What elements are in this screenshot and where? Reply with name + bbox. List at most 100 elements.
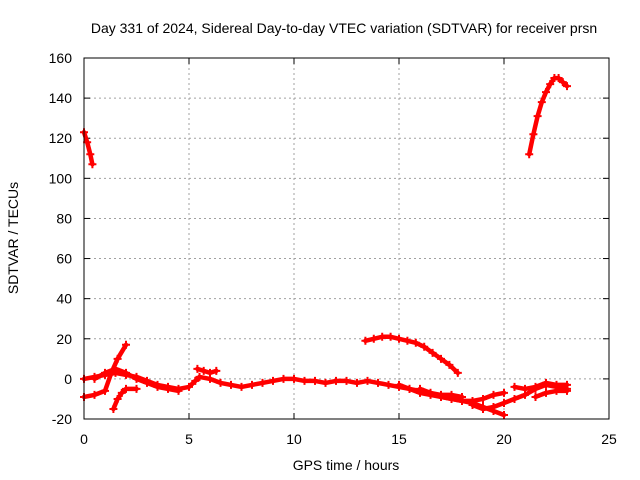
data-point (113, 354, 122, 363)
data-point (90, 374, 99, 383)
y-tick-label: 100 (49, 170, 73, 186)
data-point (111, 364, 120, 373)
y-tick-label: 160 (49, 50, 73, 66)
y-tick-label: 40 (56, 291, 72, 307)
y-tick-label: 140 (49, 90, 73, 106)
data-point (353, 378, 361, 387)
series-track-4 (80, 368, 466, 401)
data-point (542, 378, 550, 387)
data-point (420, 342, 429, 351)
data-point (395, 380, 403, 389)
data-point (554, 74, 563, 83)
data-point (489, 390, 498, 399)
x-tick-label: 20 (496, 431, 512, 447)
data-series (80, 74, 571, 419)
series-track-1 (80, 128, 97, 169)
data-point (101, 368, 109, 377)
x-tick-label: 15 (391, 431, 407, 447)
data-point (403, 336, 412, 345)
data-point (437, 392, 445, 401)
data-point (117, 388, 126, 397)
data-point (411, 338, 420, 347)
data-point (361, 336, 370, 345)
data-point (369, 334, 378, 343)
data-point (227, 380, 235, 389)
y-axis-label: SDTVAR / TECUs (5, 182, 21, 294)
data-point (542, 388, 550, 397)
series-track-12 (510, 378, 571, 393)
data-point (447, 394, 456, 403)
data-point (216, 378, 225, 387)
data-point (479, 404, 487, 413)
y-tick-label: 0 (64, 371, 72, 387)
data-point (191, 376, 200, 385)
x-tick-label: 10 (286, 431, 302, 447)
data-point (531, 392, 540, 401)
data-point (374, 378, 382, 387)
data-point (479, 394, 487, 403)
data-point (558, 78, 567, 87)
series-line (533, 388, 570, 400)
data-point (248, 380, 256, 389)
data-point (531, 382, 540, 391)
data-point (563, 82, 571, 91)
data-point (426, 388, 435, 397)
x-tick-label: 25 (601, 431, 617, 447)
series-track-3 (361, 332, 462, 377)
series-track-13 (531, 386, 571, 401)
data-point (101, 386, 109, 395)
data-point (86, 150, 95, 159)
data-point (525, 150, 534, 159)
data-point (153, 382, 162, 391)
data-point (521, 384, 529, 393)
series-track-8 (193, 364, 221, 377)
data-point (88, 160, 97, 169)
data-point (500, 410, 508, 419)
data-point (109, 404, 118, 413)
grid (84, 58, 609, 419)
data-point (311, 376, 319, 385)
data-point (458, 396, 466, 405)
data-point (468, 400, 477, 409)
data-point (279, 374, 288, 383)
data-point (300, 376, 309, 385)
y-tick-label: 120 (49, 130, 73, 146)
series-line (526, 75, 570, 157)
series-track-6 (90, 364, 183, 395)
data-point (445, 360, 454, 369)
data-point (90, 390, 99, 399)
data-point (122, 368, 130, 377)
data-point (342, 376, 351, 385)
data-point (405, 384, 414, 393)
series-line (363, 334, 461, 376)
series-track-7 (109, 384, 141, 413)
data-point (290, 374, 298, 383)
data-point (510, 394, 519, 403)
y-tick-label: 80 (56, 210, 72, 226)
data-point (416, 384, 424, 393)
chart-title: Day 331 of 2024, Sidereal Day-to-day VTE… (91, 20, 597, 36)
data-point (113, 394, 122, 403)
data-point (453, 368, 462, 377)
y-tick-label: 60 (56, 251, 72, 267)
data-point (384, 380, 393, 389)
data-point (537, 98, 546, 107)
data-point (533, 112, 542, 121)
data-point (500, 388, 508, 397)
data-point (428, 348, 437, 357)
data-point (132, 384, 141, 393)
data-point (552, 386, 561, 395)
data-point (258, 378, 267, 387)
y-tick-label: 20 (56, 331, 72, 347)
data-point (386, 332, 395, 341)
plot-frame (83, 57, 610, 420)
data-point (529, 130, 538, 139)
data-point (122, 340, 130, 349)
data-point (185, 382, 193, 391)
data-point (143, 378, 151, 387)
series-line (81, 129, 95, 167)
data-point (378, 332, 387, 341)
data-point (132, 374, 141, 383)
data-point (546, 80, 555, 89)
